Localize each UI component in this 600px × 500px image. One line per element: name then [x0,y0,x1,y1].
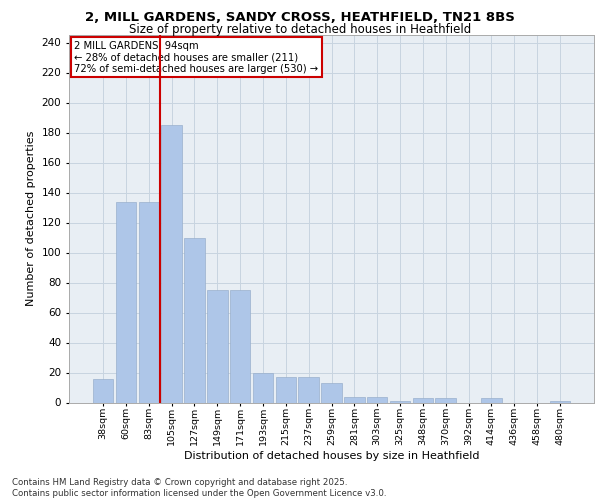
Bar [298,377,319,402]
X-axis label: Distribution of detached houses by size in Heathfield: Distribution of detached houses by size … [184,450,479,460]
Bar [116,202,136,402]
Bar [184,238,205,402]
Bar [344,396,365,402]
Bar [413,398,433,402]
Bar [207,290,227,403]
Bar [550,401,570,402]
Bar [367,396,388,402]
Bar [436,398,456,402]
Bar [230,290,250,403]
Bar [481,398,502,402]
Bar [139,202,159,402]
Text: Size of property relative to detached houses in Heathfield: Size of property relative to detached ho… [129,22,471,36]
Bar [321,383,342,402]
Text: 2, MILL GARDENS, SANDY CROSS, HEATHFIELD, TN21 8BS: 2, MILL GARDENS, SANDY CROSS, HEATHFIELD… [85,11,515,24]
Bar [275,377,296,402]
Bar [390,401,410,402]
Bar [253,372,273,402]
Bar [161,125,182,402]
Text: 2 MILL GARDENS: 94sqm
← 28% of detached houses are smaller (211)
72% of semi-det: 2 MILL GARDENS: 94sqm ← 28% of detached … [74,40,319,74]
Text: Contains HM Land Registry data © Crown copyright and database right 2025.
Contai: Contains HM Land Registry data © Crown c… [12,478,386,498]
Y-axis label: Number of detached properties: Number of detached properties [26,131,36,306]
Bar [93,378,113,402]
